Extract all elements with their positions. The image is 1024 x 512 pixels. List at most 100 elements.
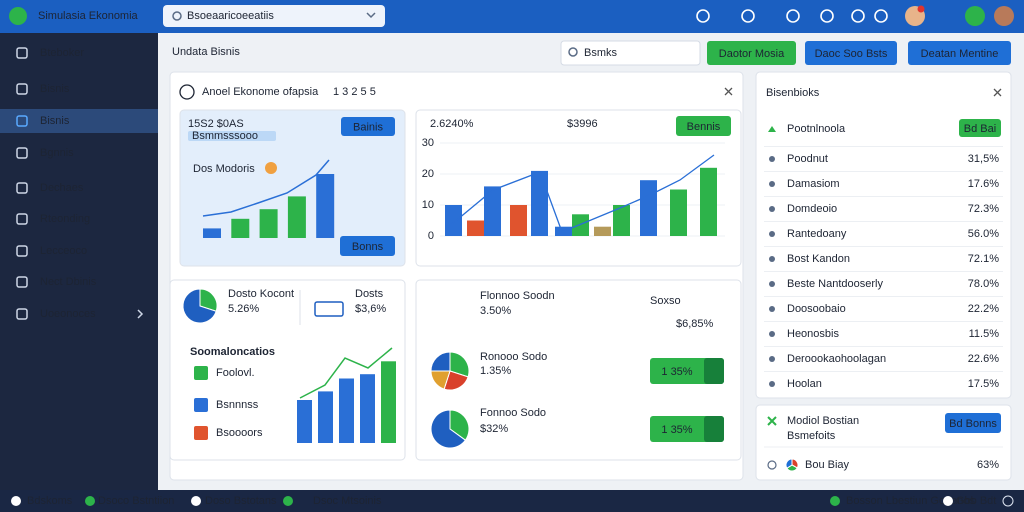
row-icon — [769, 231, 775, 237]
pill-label[interactable]: 1 35% — [661, 424, 692, 436]
footer-icon — [830, 496, 840, 506]
toolbar-search[interactable] — [560, 40, 701, 66]
bar — [318, 391, 333, 443]
sidebar-item[interactable]: Nect Dbinis — [40, 276, 97, 288]
top-bar — [0, 0, 1024, 33]
close-icon[interactable] — [724, 87, 733, 96]
toolbar-search-placeholder[interactable]: Bsmks — [584, 47, 618, 59]
header-icon — [786, 9, 800, 23]
search-box[interactable] — [163, 5, 385, 27]
list-header: Pootnlnoola — [787, 123, 846, 135]
row-icon — [769, 206, 775, 212]
sidebar-active[interactable] — [0, 109, 158, 133]
footer-item[interactable]: Bosson Lbestiun Gonanos — [846, 495, 976, 507]
toolbar-button[interactable] — [908, 41, 1011, 65]
sidebar-icon — [16, 213, 28, 225]
sidebar-item[interactable]: Dechaes — [40, 182, 84, 194]
row-icon — [769, 356, 775, 362]
bottom-item[interactable]: Bou Biay — [805, 459, 850, 471]
row-value: 22.2% — [968, 303, 999, 315]
list-header-button-label[interactable]: Bd Bai — [964, 123, 996, 135]
row-value: $32% — [480, 423, 508, 435]
row-value: 78.0% — [968, 278, 999, 290]
bar — [287, 196, 306, 238]
avatar — [994, 6, 1014, 26]
row-name[interactable]: Rantedoany — [787, 228, 847, 240]
footer-item[interactable]: Bdskoms — [27, 495, 73, 507]
legend-label: Foolovl. — [216, 367, 255, 379]
bottom-panel-button-label[interactable]: Bd Bonns — [949, 418, 997, 430]
bar — [259, 209, 278, 238]
pie-slice — [199, 288, 218, 312]
row-name[interactable]: Damasiom — [787, 178, 840, 190]
card-button-label[interactable]: Bonns — [352, 241, 384, 253]
app-logo — [9, 7, 27, 25]
footer-item[interactable]: Dsoco Bstntiion — [98, 495, 174, 507]
list-header-button[interactable] — [959, 119, 1001, 137]
y-tick-label: 20 — [422, 168, 434, 180]
stat-label: Dosto Kocont — [228, 288, 294, 300]
pie-slice — [430, 409, 467, 449]
trend-line — [202, 159, 330, 217]
search-placeholder[interactable]: Bsoeaaricoeeatiis — [187, 10, 274, 22]
bar — [360, 374, 375, 443]
row-name[interactable]: Deroookaohoolagan — [787, 353, 886, 365]
pill-label[interactable]: 1 35% — [661, 366, 692, 378]
sidebar-item[interactable]: Bisnis — [40, 83, 70, 95]
row-name[interactable]: Bost Kandon — [787, 253, 850, 265]
card-button[interactable] — [340, 236, 395, 256]
toolbar-button-label[interactable]: Daotor Mosia — [719, 48, 785, 60]
row-name[interactable]: Heonosbis — [787, 328, 839, 340]
search-icon — [568, 47, 578, 57]
toolbar-button[interactable] — [707, 41, 796, 65]
toolbar-button[interactable] — [805, 41, 897, 65]
row-value: 31,5% — [968, 153, 999, 165]
bar — [381, 361, 396, 443]
bar — [231, 218, 250, 238]
card-button-label[interactable]: Bennis — [687, 121, 721, 133]
sidebar-icon — [16, 115, 28, 127]
row-name[interactable]: Doosoobaio — [787, 303, 846, 315]
footer-item[interactable]: Dsoc Mtsoinis — [313, 495, 382, 507]
row-value: 72.3% — [968, 203, 999, 215]
app-title: Simulasia Ekonomia — [38, 10, 139, 22]
footer-item[interactable]: Gbb Bdt — [956, 495, 996, 507]
footer-item[interactable]: Doso Bstotans — [205, 495, 277, 507]
footer-icon — [283, 496, 293, 506]
sidebar-item[interactable]: Bteboker — [40, 47, 84, 59]
legend-label: Bsnnnss — [216, 399, 259, 411]
bar — [640, 180, 657, 236]
row-name[interactable]: Hoolan — [787, 378, 822, 390]
pie-slice — [430, 351, 451, 372]
card-button[interactable] — [341, 117, 395, 136]
footer-icon — [11, 496, 21, 506]
bar — [203, 228, 221, 238]
toolbar-button-label[interactable]: Deatan Mentine — [921, 48, 999, 60]
sidebar-item[interactable]: Rteonding — [40, 213, 90, 225]
panel-icon — [179, 84, 195, 100]
card-button[interactable] — [676, 116, 731, 136]
row-name[interactable]: Domdeoio — [787, 203, 837, 215]
legend-swatch — [194, 426, 208, 440]
card-label: Dos Modoris — [193, 163, 255, 175]
row-value: 17.6% — [968, 178, 999, 190]
row-icon — [769, 306, 775, 312]
card-title: 2.6240% — [430, 118, 474, 130]
sidebar-item[interactable]: Bisnis — [40, 115, 70, 127]
bar — [613, 205, 630, 236]
toolbar-button-label[interactable]: Daoc Soo Bsts — [815, 48, 888, 60]
row-name[interactable]: Beste Nantdooserly — [787, 278, 883, 290]
sidebar-item[interactable]: Lecceoco — [40, 245, 87, 257]
card-button-label[interactable]: Bainis — [353, 121, 383, 133]
sidebar-item[interactable]: Bgnnis — [40, 147, 74, 159]
notification-badge — [917, 5, 925, 13]
row-name[interactable]: Poodnut — [787, 153, 828, 165]
sidebar-icon — [16, 182, 28, 194]
sidebar-item[interactable]: Uoeonoces — [40, 308, 96, 320]
bar — [670, 189, 687, 236]
card — [415, 279, 742, 461]
bottom-panel-button[interactable] — [945, 413, 1001, 433]
close-icon[interactable] — [993, 88, 1002, 97]
pie-slice — [182, 288, 217, 324]
